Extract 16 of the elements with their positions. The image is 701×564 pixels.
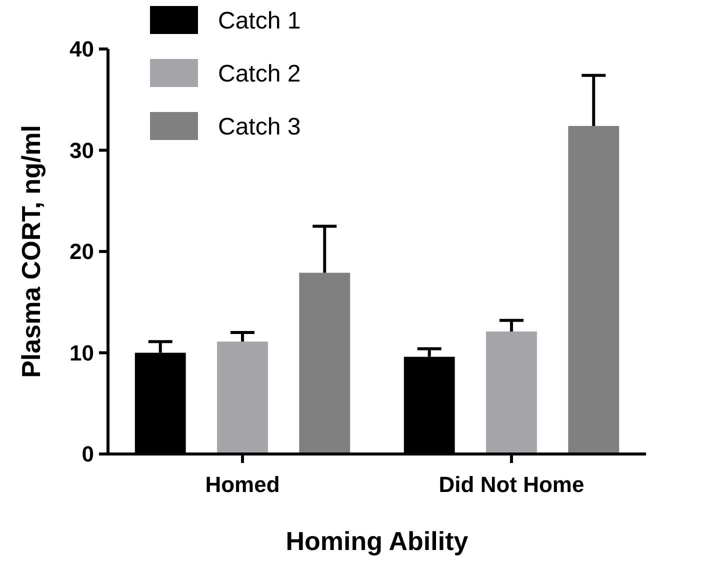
y-tick-label: 10: [70, 340, 94, 366]
x-axis-title: Homing Ability: [286, 526, 469, 556]
y-tick-label: 0: [82, 442, 94, 467]
bar: [568, 126, 620, 454]
legend-label: Catch 1: [218, 7, 301, 34]
y-tick-label: 40: [70, 36, 94, 62]
legend-label: Catch 3: [218, 113, 301, 140]
y-tick-label: 30: [70, 138, 94, 163]
x-tick-label: Homed: [205, 472, 280, 497]
bar: [217, 342, 268, 454]
bar: [486, 331, 537, 454]
legend-label: Catch 2: [218, 60, 301, 88]
x-tick-label: Did Not Home: [438, 472, 584, 497]
y-tick-label: 20: [70, 239, 94, 264]
bar: [299, 272, 350, 454]
y-axis-title: Plasma CORT, ng/ml: [16, 125, 46, 378]
